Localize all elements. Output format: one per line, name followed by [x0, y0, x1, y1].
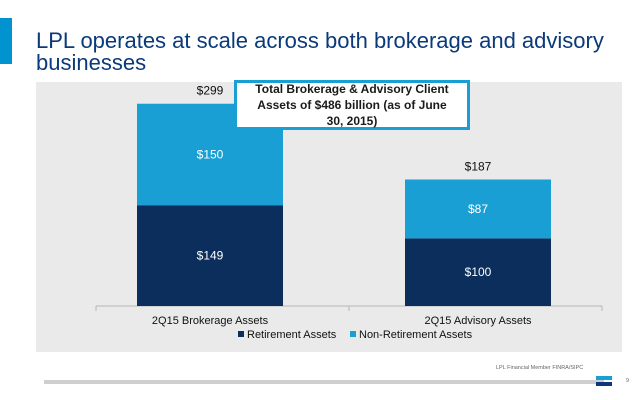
bar-retirement-0: [137, 205, 283, 306]
total-label-0: $299: [197, 84, 224, 98]
callout-text: Total Brokerage & Advisory Client Assets…: [255, 82, 449, 128]
footer-divider: [44, 380, 604, 384]
slide-title: LPL operates at scale across both broker…: [36, 28, 604, 75]
bar-retirement-1: [405, 238, 551, 306]
total-label-1: $187: [465, 160, 492, 174]
bar-non-retirement-1: [405, 179, 551, 239]
legend-swatch-0: [238, 331, 244, 337]
legend-label-1: Non-Retirement Assets: [359, 329, 473, 341]
category-label-1: 2Q15 Advisory Assets: [425, 315, 532, 327]
legend-swatch-1: [350, 331, 356, 337]
footer-logo-mark: [596, 376, 612, 386]
page-number: 9: [626, 378, 630, 384]
data-label-non-retirement-0: $150: [197, 147, 224, 161]
legend-label-0: Retirement Assets: [247, 329, 337, 341]
data-label-non-retirement-1: $87: [468, 202, 488, 216]
footer-disclaimer: LPL Financial Member FINRA/SIPC: [496, 365, 584, 371]
total-assets-callout: Total Brokerage & Advisory Client Assets…: [234, 80, 470, 130]
category-label-0: 2Q15 Brokerage Assets: [152, 315, 269, 327]
title-accent-bar: [0, 18, 12, 64]
data-label-retirement-0: $149: [197, 249, 224, 263]
data-label-retirement-1: $100: [465, 265, 492, 279]
